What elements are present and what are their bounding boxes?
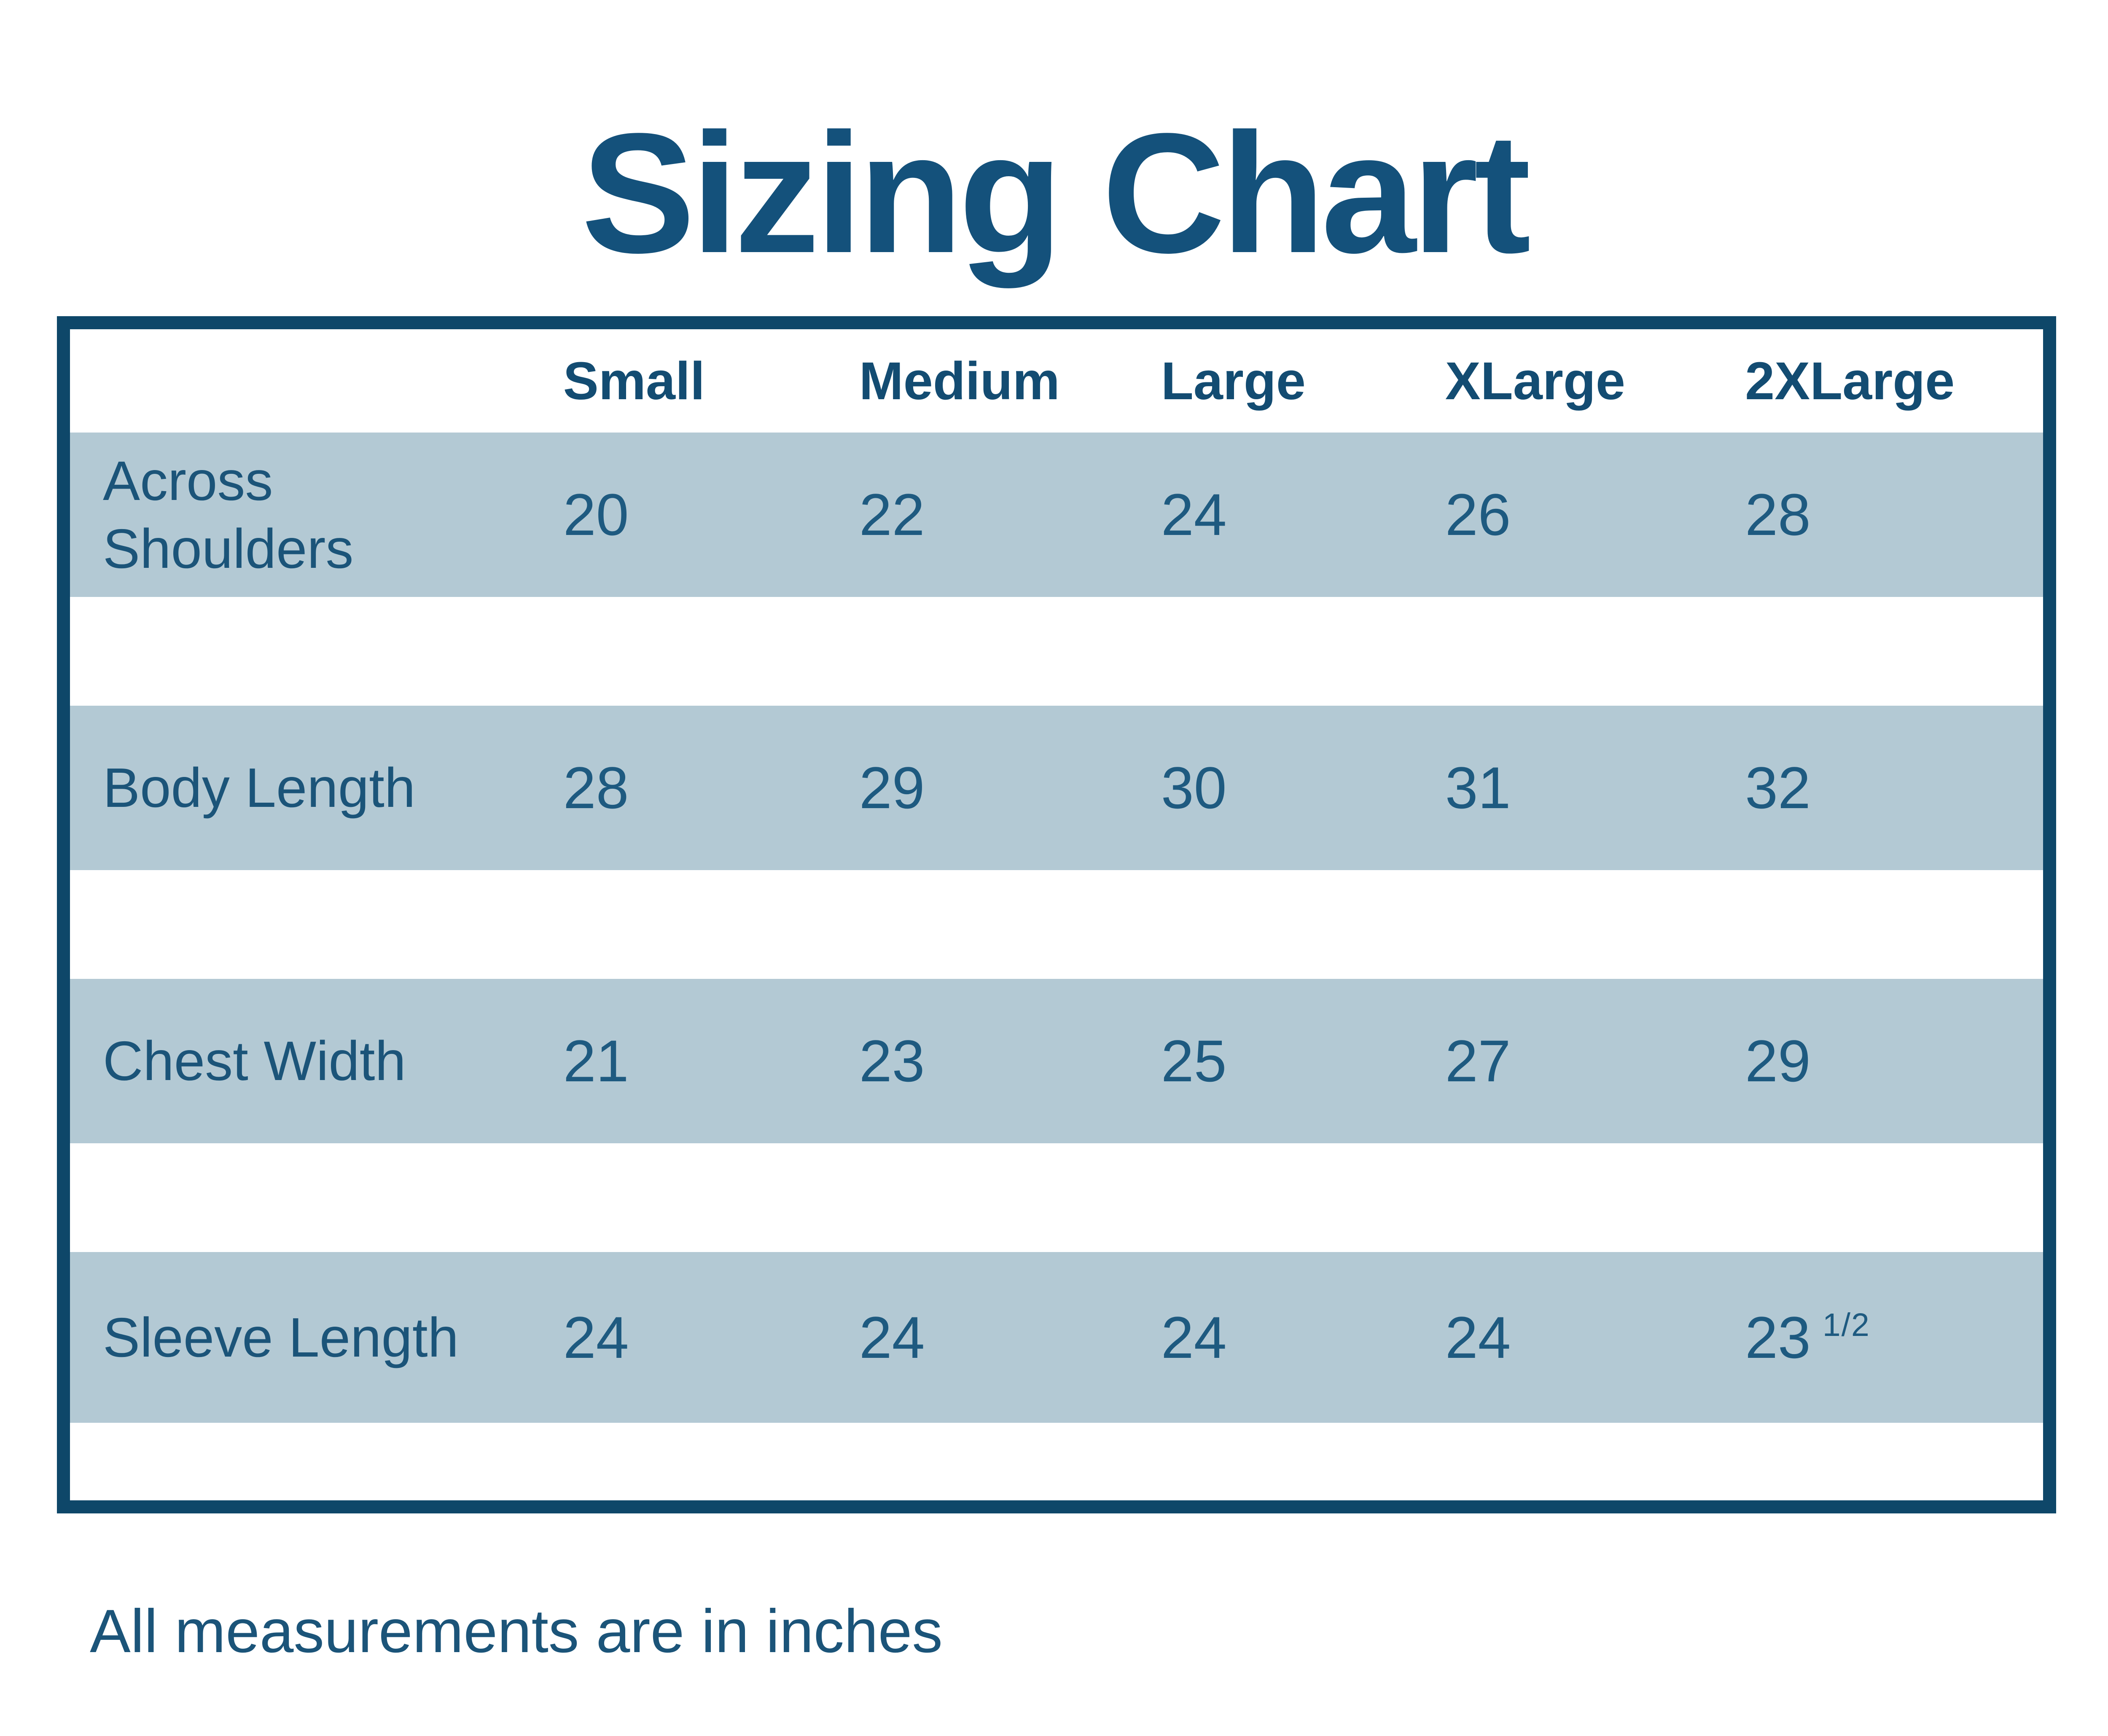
spacer-row bbox=[70, 1423, 2043, 1500]
spacer-row bbox=[70, 1143, 2043, 1252]
spacer-row bbox=[70, 597, 2043, 706]
value-cell: 24 bbox=[1161, 1304, 1227, 1371]
table-row-across-shoulders: Across Shoulders 20 22 24 26 28 bbox=[70, 433, 2043, 597]
value-cell: 25 bbox=[1161, 1028, 1227, 1094]
footnote: All measurements are in inches bbox=[90, 1597, 943, 1665]
row-label: Body Length bbox=[103, 757, 416, 819]
value-cell: 24 bbox=[859, 1304, 925, 1371]
value-cell: 29 bbox=[1745, 1028, 1811, 1094]
table-header-row: Small Medium Large XLarge 2XLarge bbox=[70, 329, 2043, 433]
header-cell-small: Small bbox=[563, 351, 705, 411]
row-label: Across Shoulders bbox=[103, 449, 354, 580]
row-label: Chest Width bbox=[103, 1030, 406, 1092]
table-row-chest-width: Chest Width 21 23 25 27 29 bbox=[70, 979, 2043, 1143]
table-row-sleeve-length: Sleeve Length 24 24 24 24 23 1/2 bbox=[70, 1252, 2043, 1423]
value-cell: 32 bbox=[1745, 755, 1811, 821]
value-cell: 30 bbox=[1161, 755, 1227, 821]
value-cell: 24 bbox=[563, 1304, 629, 1371]
header-cell-2xlarge: 2XLarge bbox=[1745, 351, 1955, 411]
value-cell: 24 bbox=[1445, 1304, 1511, 1371]
value-cell: 24 bbox=[1161, 481, 1227, 548]
value-text: 23 bbox=[1745, 1304, 1811, 1371]
spacer-row bbox=[70, 870, 2043, 979]
table-row-body-length: Body Length 28 29 30 31 32 bbox=[70, 706, 2043, 870]
value-cell: 28 bbox=[1745, 481, 1811, 548]
sizing-table: Small Medium Large XLarge 2XLarge Across… bbox=[57, 316, 2056, 1513]
header-cell-xlarge: XLarge bbox=[1445, 351, 1625, 411]
value-cell: 26 bbox=[1445, 481, 1511, 548]
value-cell: 20 bbox=[563, 481, 629, 548]
value-cell: 27 bbox=[1445, 1028, 1511, 1094]
header-cell-medium: Medium bbox=[859, 351, 1060, 411]
value-cell: 23 1/2 bbox=[1715, 1303, 2043, 1372]
value-cell: 31 bbox=[1445, 755, 1511, 821]
value-cell: 22 bbox=[859, 481, 925, 548]
page-title: Sizing Chart bbox=[581, 97, 1531, 288]
value-cell: 21 bbox=[563, 1028, 629, 1094]
header-cell-large: Large bbox=[1161, 351, 1306, 411]
fraction-superscript: 1/2 bbox=[1822, 1306, 1870, 1343]
value-cell: 28 bbox=[563, 755, 629, 821]
value-cell: 29 bbox=[859, 755, 925, 821]
row-label: Sleeve Length bbox=[103, 1306, 459, 1368]
value-cell: 23 bbox=[859, 1028, 925, 1094]
